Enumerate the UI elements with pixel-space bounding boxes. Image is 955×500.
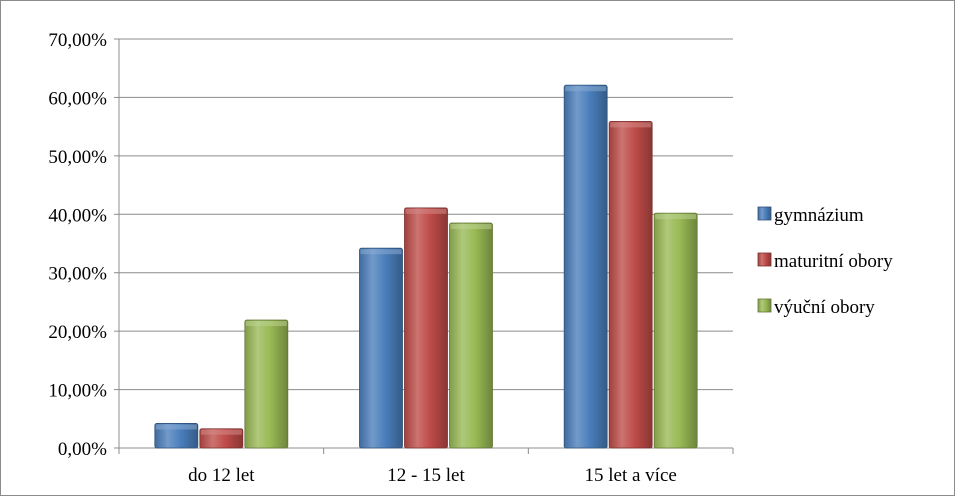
x-tick-label: do 12 let [188, 465, 255, 486]
legend: gymnázium maturitní obory výuční obory [757, 205, 893, 318]
legend-swatch [757, 298, 772, 313]
bar [359, 247, 403, 449]
bar [404, 207, 448, 449]
y-axis-ticks: 0,00% 10,00% 20,00% 30,00% 40,00% 50,00% 60,00… [48, 30, 119, 460]
legend-swatch [757, 206, 772, 221]
bars [154, 84, 698, 449]
y-tick-label: 20,00% [48, 322, 107, 343]
legend-item: gymnázium [757, 205, 864, 226]
legend-label: maturitní obory [774, 251, 893, 272]
bar [154, 423, 199, 449]
legend-item: výuční obory [757, 297, 875, 318]
y-tick-label: 50,00% [48, 147, 107, 168]
x-tick-label: 12 - 15 let [387, 465, 465, 486]
legend-item: maturitní obory [757, 251, 893, 272]
y-tick-label: 40,00% [48, 205, 107, 226]
legend-label: gymnázium [774, 205, 864, 226]
x-axis-ticks: do 12 let 12 - 15 let 15 let a více [118, 448, 734, 486]
bar [449, 222, 493, 449]
bar [608, 120, 653, 449]
bar [199, 428, 244, 449]
y-tick-label: 30,00% [48, 264, 107, 285]
legend-swatch [757, 252, 772, 267]
y-tick-label: 0,00% [58, 439, 107, 460]
x-tick-label: 15 let a více [585, 465, 677, 486]
bar [244, 319, 289, 449]
legend-label: výuční obory [774, 297, 875, 318]
y-tick-label: 70,00% [48, 30, 107, 51]
bar [563, 84, 608, 449]
y-tick-label: 60,00% [48, 88, 107, 109]
bar [653, 212, 698, 449]
y-tick-label: 10,00% [48, 381, 107, 402]
